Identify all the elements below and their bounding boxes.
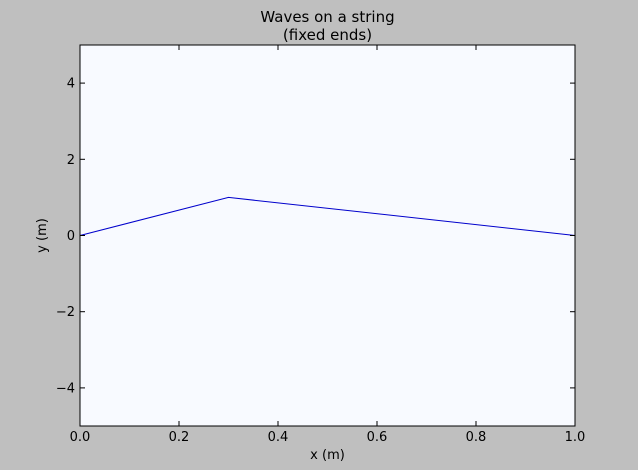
y-tick-label: 0 xyxy=(67,229,75,244)
series-layer xyxy=(79,196,576,236)
x-tick-label: 1.0 xyxy=(565,430,586,445)
plot-area xyxy=(80,45,575,426)
plot-frame xyxy=(79,44,576,427)
series-line-0 xyxy=(79,196,576,236)
x-tick-label: 0.2 xyxy=(169,430,190,445)
y-tick-label: 4 xyxy=(67,77,75,92)
y-tick-label: −2 xyxy=(56,305,75,320)
ticks-layer: 0.0 0.2 0.4 0.6 0.8 1.0 −4 −2 0 2 4 xyxy=(56,45,586,445)
chart-title-line-1: Waves on a string xyxy=(260,8,394,26)
chart-title-line-2: (fixed ends) xyxy=(283,26,372,44)
x-axis-label: x (m) xyxy=(310,448,345,463)
y-tick-label: 2 xyxy=(67,153,75,168)
y-tick-label: −4 xyxy=(56,381,75,396)
x-tick-label: 0.0 xyxy=(70,430,91,445)
y-axis-label: y (m) xyxy=(35,218,50,253)
x-tick-label: 0.4 xyxy=(268,430,289,445)
x-tick-label: 0.6 xyxy=(367,430,388,445)
x-tick-label: 0.8 xyxy=(466,430,487,445)
